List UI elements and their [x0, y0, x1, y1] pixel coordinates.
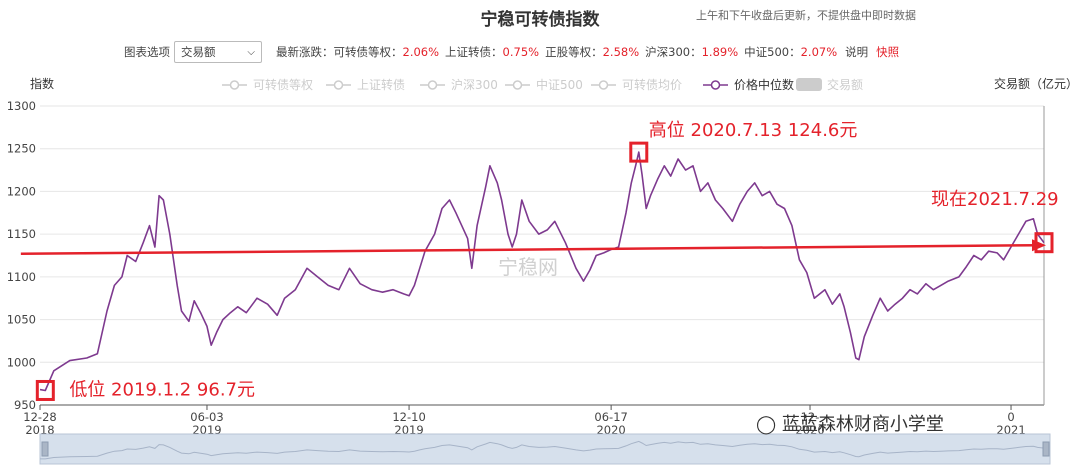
- y-tick-label-1250: 1250: [7, 142, 36, 156]
- change-value-csi300: 1.89%: [701, 45, 739, 59]
- zoom-handle-left[interactable]: [41, 441, 49, 457]
- legend-label-1: 上证转债: [357, 77, 405, 92]
- change-label-sse-convertible: 上证转债：: [445, 45, 503, 59]
- high-point-label: 高位 2020.7.13 124.6元: [649, 120, 858, 141]
- legend-marker-0: [229, 80, 240, 90]
- legend-label-4: 可转债均价: [622, 77, 682, 92]
- zoom-handle-right[interactable]: [1042, 441, 1050, 457]
- site-watermark: 宁稳网: [498, 255, 558, 279]
- legend-marker-1: [333, 80, 344, 90]
- legend-label-6: 交易额: [827, 77, 863, 92]
- x-tick-label-1: 06-03: [190, 410, 223, 424]
- zoom-slider-track: [39, 433, 1051, 465]
- high-point-marker: [629, 141, 649, 163]
- y-tick-label-1050: 1050: [7, 313, 36, 327]
- zoom-slider-preview: [40, 440, 1045, 460]
- change-value-stock-equal: 2.58%: [602, 45, 640, 59]
- update-note: 上午和下午收盘后更新，不提供盘中即时数据: [696, 9, 916, 22]
- chart-options-label: 图表选项: [124, 45, 170, 59]
- change-label-csi300: 沪深300：: [645, 45, 702, 59]
- change-value-convertible-equal: 2.06%: [402, 45, 440, 59]
- chart-option-select[interactable]: 交易额 ⌵: [174, 41, 262, 63]
- series-line-0: [39, 151, 1045, 392]
- y-tick-label-1300: 1300: [7, 99, 36, 113]
- x-tick-label-2: 12-10: [392, 410, 425, 424]
- legend-label-0: 可转债等权: [253, 77, 313, 92]
- wechat-watermark: ◯ 蓝蓝森林财商小学堂: [756, 410, 944, 436]
- legend-marker-2: [427, 80, 438, 90]
- legend-marker-3: [512, 80, 523, 90]
- change-value-sse-convertible: 0.75%: [502, 45, 540, 59]
- chart-toolbar: 图表选项 交易额 ⌵ 最新涨跌： 可转债等权： 2.06% 上证转债： 0.75…: [124, 40, 899, 64]
- x-tick-label-3: 06-17: [594, 410, 627, 424]
- trend-arrow-line: [20, 243, 1039, 256]
- chart-option-value: 交易额: [181, 45, 216, 59]
- x-tick-label-5: 0: [1007, 410, 1014, 424]
- current-point-marker: [1034, 232, 1054, 254]
- legend-label-3: 中证500: [536, 77, 583, 92]
- low-point-marker: [35, 379, 55, 401]
- y-tick-label-1150: 1150: [7, 227, 36, 241]
- change-label-csi500: 中证500：: [744, 45, 801, 59]
- wechat-icon: ◯: [756, 414, 777, 435]
- legend-label-2: 沪深300: [451, 78, 498, 92]
- latest-change-label: 最新涨跌：: [276, 45, 334, 59]
- change-label-stock-equal: 正股等权：: [545, 45, 603, 59]
- x-tick-label-0: 12-28: [23, 410, 56, 424]
- description-link[interactable]: 说明: [845, 45, 869, 59]
- x-tick-label-4: 12-: [801, 410, 820, 424]
- chevron-down-icon: ⌵: [247, 46, 255, 58]
- y-tick-label-1000: 1000: [7, 355, 36, 369]
- change-value-csi500: 2.07%: [800, 45, 838, 59]
- low-point-label: 低位 2019.1.2 96.7元: [69, 379, 255, 400]
- legend-label-5: 价格中位数: [734, 77, 794, 92]
- change-label-convertible-equal: 可转债等权：: [333, 45, 403, 59]
- y-axis-title-left: 指数: [30, 76, 54, 91]
- legend-marker-4: [598, 80, 609, 90]
- chart-title: 宁稳可转债指数: [480, 10, 600, 30]
- legend-swatch-volume: [796, 78, 822, 91]
- wechat-watermark-text: 蓝蓝森林财商小学堂: [781, 414, 944, 435]
- y-tick-label-950: 950: [14, 398, 36, 412]
- y-tick-label-1200: 1200: [7, 184, 36, 198]
- y-axis-title-right: 交易额（亿元）: [994, 76, 1078, 91]
- snapshot-link[interactable]: 快照: [876, 45, 900, 59]
- current-point-label: 现在2021.7.29: [931, 189, 1059, 210]
- y-tick-label-1100: 1100: [7, 270, 36, 284]
- legend-marker-5: [710, 80, 721, 90]
